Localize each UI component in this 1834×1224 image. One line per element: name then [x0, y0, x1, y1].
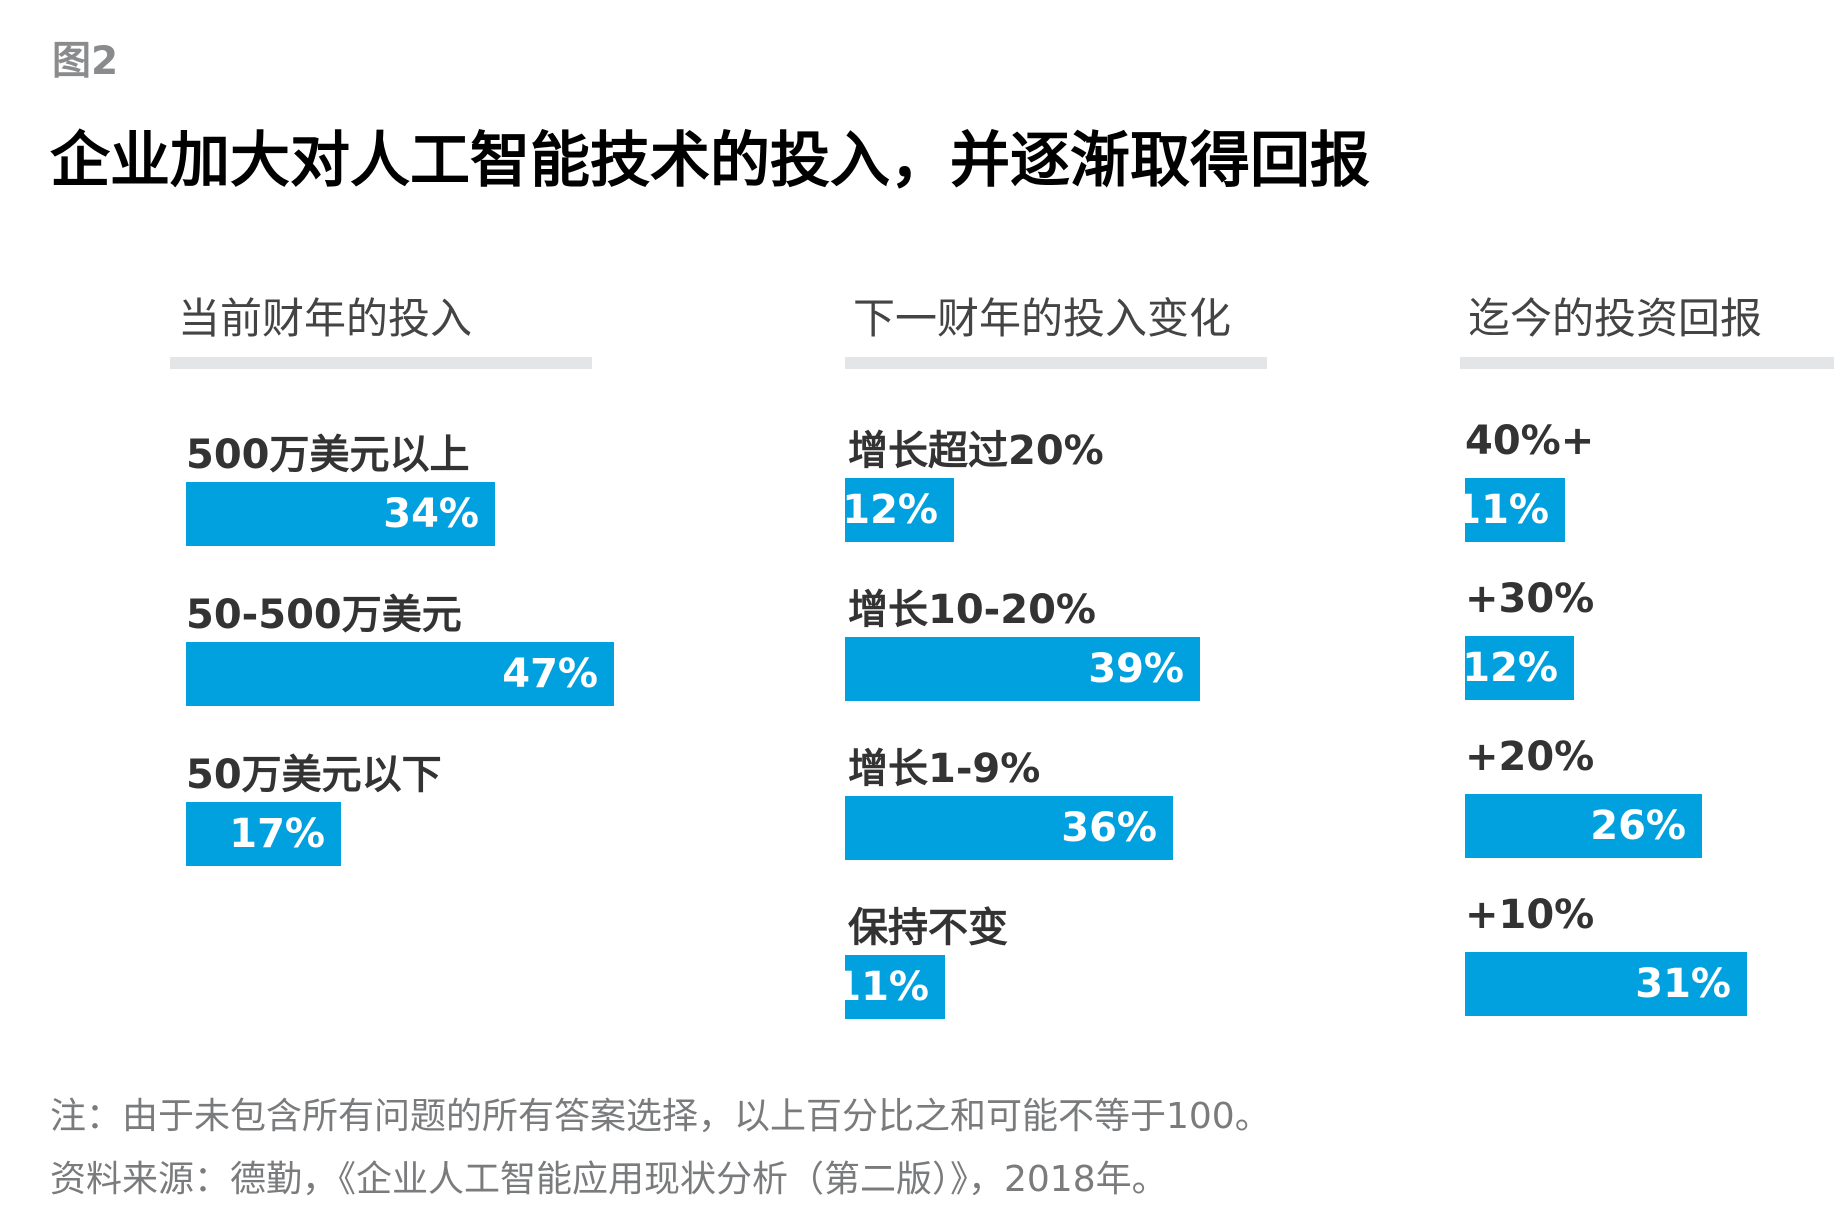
bar-value-label: 31%: [1635, 961, 1731, 1007]
bar: 34%: [186, 482, 495, 546]
category-label: +10%: [1465, 892, 1595, 938]
panel-rule: [1460, 357, 1834, 369]
bar-value-label: 39%: [1088, 646, 1184, 692]
bar-value-label: 12%: [842, 487, 938, 533]
panel-rule: [170, 357, 592, 369]
panel-rule: [845, 357, 1267, 369]
panel-roi-to-date: 迄今的投资回报: [1460, 285, 1834, 369]
bar: 36%: [845, 796, 1173, 860]
bar: 12%: [1462, 636, 1574, 700]
panel-title: 迄今的投资回报: [1468, 294, 1763, 343]
bar: 11%: [1453, 478, 1565, 542]
bar-value-label: 36%: [1061, 805, 1157, 851]
category-label: 增长超过20%: [848, 428, 1104, 474]
panel-next-year-change: 下一财年的投入变化: [845, 285, 1267, 369]
bar-value-label: 11%: [1453, 487, 1549, 533]
note-text: 注：由于未包含所有问题的所有答案选择，以上百分比之和可能不等于100。: [50, 1096, 1271, 1137]
bar-value-label: 26%: [1590, 803, 1686, 849]
category-label: 50万美元以下: [186, 752, 442, 798]
category-label: 500万美元以上: [186, 432, 470, 478]
bar: 47%: [186, 642, 614, 706]
category-label: 40%+: [1465, 418, 1595, 464]
figure-label: 图2: [52, 39, 119, 84]
bar-value-label: 34%: [383, 491, 479, 537]
bar-value-label: 47%: [502, 651, 598, 697]
bar: 31%: [1465, 952, 1747, 1016]
panel-current-investment: 当前财年的投入: [170, 285, 592, 369]
bar-value-label: 17%: [229, 811, 325, 857]
panel-title: 下一财年的投入变化: [853, 294, 1232, 343]
bar-value-label: 11%: [833, 964, 929, 1010]
bar: 11%: [833, 955, 945, 1019]
category-label: 增长1-9%: [848, 746, 1041, 792]
panel-title: 当前财年的投入: [178, 294, 473, 343]
bar: 39%: [845, 637, 1200, 701]
bar: 26%: [1465, 794, 1702, 858]
category-label: 50-500万美元: [186, 592, 462, 638]
source-text: 资料来源：德勤，《企业人工智能应用现状分析（第二版）》，2018年。: [50, 1159, 1168, 1200]
category-label: 增长10-20%: [848, 587, 1097, 633]
bar-value-label: 12%: [1462, 645, 1558, 691]
category-label: +30%: [1465, 576, 1595, 622]
chart-title: 企业加大对人工智能技术的投入，并逐渐取得回报: [50, 126, 1370, 196]
category-label: 保持不变: [848, 905, 1008, 951]
category-label: +20%: [1465, 734, 1595, 780]
bar: 17%: [186, 802, 341, 866]
bar: 12%: [842, 478, 954, 542]
